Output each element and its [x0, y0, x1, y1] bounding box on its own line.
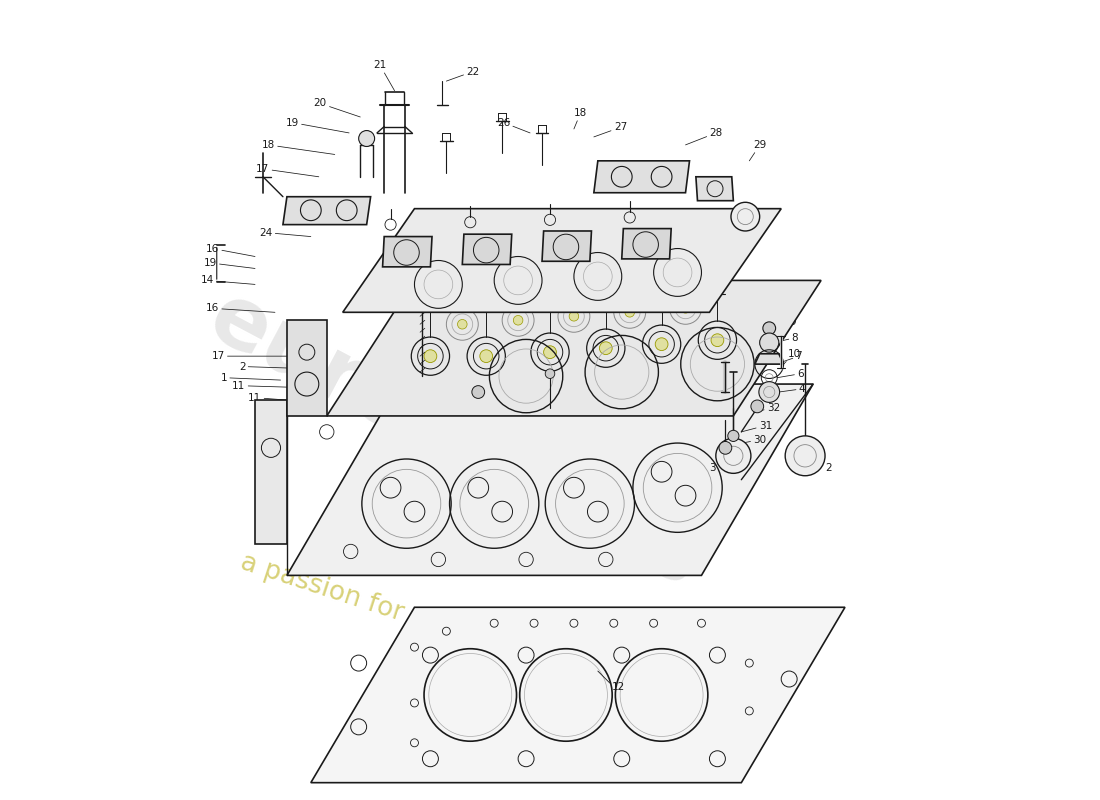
Circle shape — [514, 315, 522, 325]
Text: 3: 3 — [710, 454, 729, 473]
Text: 13: 13 — [385, 323, 418, 340]
Circle shape — [716, 438, 751, 474]
Circle shape — [480, 350, 493, 362]
Text: 10: 10 — [446, 338, 471, 352]
Circle shape — [785, 436, 825, 476]
Circle shape — [760, 333, 779, 352]
Circle shape — [751, 400, 763, 413]
Circle shape — [656, 338, 668, 350]
Circle shape — [569, 311, 579, 321]
Text: 20: 20 — [314, 98, 361, 117]
Circle shape — [732, 202, 760, 231]
Circle shape — [763, 322, 776, 334]
Text: 17: 17 — [211, 351, 290, 361]
Text: 21: 21 — [373, 60, 395, 90]
Text: 2: 2 — [239, 362, 290, 371]
Circle shape — [359, 130, 375, 146]
Text: 18: 18 — [574, 108, 587, 129]
Circle shape — [458, 319, 468, 329]
Text: 16: 16 — [206, 243, 255, 257]
Text: 23: 23 — [448, 392, 476, 406]
Text: 24: 24 — [260, 227, 311, 238]
Polygon shape — [696, 177, 734, 201]
Text: 12: 12 — [613, 682, 626, 692]
Text: 11: 11 — [249, 393, 307, 402]
Circle shape — [728, 430, 739, 442]
Circle shape — [625, 307, 635, 317]
Text: 4: 4 — [779, 384, 805, 394]
Polygon shape — [542, 231, 592, 262]
Text: 28: 28 — [685, 128, 723, 145]
Text: 10: 10 — [783, 349, 801, 364]
Text: 16: 16 — [206, 303, 275, 314]
Polygon shape — [755, 354, 783, 364]
Text: 31: 31 — [741, 421, 772, 432]
Polygon shape — [327, 281, 821, 416]
Text: 17: 17 — [256, 164, 319, 177]
Polygon shape — [343, 209, 781, 312]
Polygon shape — [462, 234, 512, 265]
Text: 26: 26 — [497, 118, 530, 133]
Circle shape — [759, 382, 780, 402]
Circle shape — [711, 334, 724, 346]
Circle shape — [600, 342, 613, 354]
Text: a passion for parts since 1985: a passion for parts since 1985 — [236, 550, 624, 698]
Circle shape — [424, 350, 437, 362]
Polygon shape — [287, 320, 327, 416]
Text: 25: 25 — [506, 396, 542, 406]
Text: 5: 5 — [727, 351, 755, 364]
Polygon shape — [287, 384, 813, 575]
Text: 27: 27 — [594, 122, 627, 137]
Text: 19: 19 — [286, 118, 349, 133]
Polygon shape — [283, 197, 371, 225]
Text: 14: 14 — [200, 275, 255, 286]
Polygon shape — [255, 400, 287, 543]
Text: 1: 1 — [220, 373, 280, 382]
Polygon shape — [311, 607, 845, 782]
Circle shape — [472, 386, 485, 398]
Text: 29: 29 — [749, 140, 767, 161]
Polygon shape — [383, 237, 432, 267]
Polygon shape — [594, 161, 690, 193]
Text: 30: 30 — [737, 435, 767, 445]
Text: 22: 22 — [447, 66, 480, 81]
Circle shape — [543, 346, 557, 358]
Text: 7: 7 — [783, 351, 802, 362]
Text: eurospares: eurospares — [195, 275, 714, 605]
Circle shape — [681, 303, 691, 313]
Circle shape — [719, 442, 732, 454]
Text: 18: 18 — [262, 140, 334, 154]
Text: 8: 8 — [778, 333, 799, 343]
Text: 11: 11 — [232, 381, 290, 390]
Text: 32: 32 — [754, 403, 780, 413]
Text: 2: 2 — [810, 454, 832, 473]
Circle shape — [546, 369, 554, 378]
Polygon shape — [621, 229, 671, 259]
Text: 9: 9 — [774, 317, 795, 328]
Text: 19: 19 — [204, 258, 255, 269]
Text: 6: 6 — [778, 369, 804, 378]
